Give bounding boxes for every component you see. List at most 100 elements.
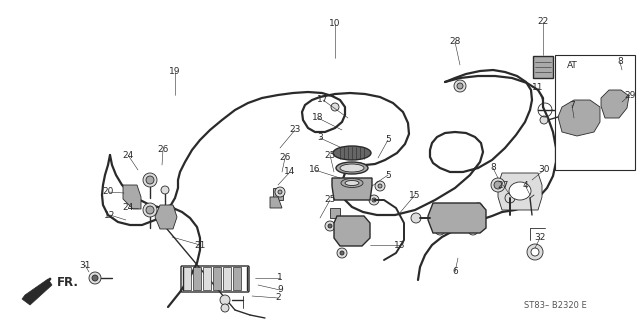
Text: ST83– B2320 E: ST83– B2320 E (524, 300, 587, 309)
Circle shape (221, 304, 229, 312)
Text: 18: 18 (312, 114, 324, 123)
Circle shape (372, 198, 376, 202)
Circle shape (325, 221, 335, 231)
Circle shape (340, 251, 344, 255)
Text: 25: 25 (324, 150, 336, 159)
FancyBboxPatch shape (555, 55, 635, 170)
Polygon shape (193, 267, 201, 290)
Text: 3: 3 (317, 133, 323, 142)
Text: 22: 22 (538, 18, 548, 27)
Text: 32: 32 (534, 234, 546, 243)
Polygon shape (123, 185, 141, 209)
Text: 2: 2 (275, 293, 281, 302)
Text: 27: 27 (497, 180, 509, 189)
Polygon shape (203, 267, 211, 290)
Polygon shape (22, 279, 52, 305)
Polygon shape (270, 197, 282, 208)
Text: 31: 31 (79, 260, 90, 269)
Text: 15: 15 (409, 190, 421, 199)
Circle shape (615, 66, 629, 80)
Ellipse shape (509, 182, 531, 200)
Text: 10: 10 (329, 20, 341, 28)
Circle shape (369, 195, 379, 205)
Text: 8: 8 (490, 164, 496, 172)
Circle shape (505, 193, 515, 203)
Circle shape (457, 83, 463, 89)
Circle shape (581, 111, 593, 123)
Text: 26: 26 (157, 146, 169, 155)
Text: 21: 21 (194, 241, 206, 250)
Text: 5: 5 (385, 171, 391, 180)
Text: 24: 24 (122, 204, 134, 212)
Text: 20: 20 (103, 188, 113, 196)
Circle shape (143, 173, 157, 187)
Circle shape (89, 272, 101, 284)
Circle shape (527, 244, 543, 260)
Text: 1: 1 (277, 274, 283, 283)
Polygon shape (223, 267, 231, 290)
Circle shape (619, 70, 625, 76)
Circle shape (375, 181, 385, 191)
Ellipse shape (340, 164, 364, 172)
Text: 7: 7 (569, 100, 575, 109)
Ellipse shape (341, 179, 363, 188)
Circle shape (378, 184, 382, 188)
Circle shape (608, 96, 622, 110)
Circle shape (454, 80, 466, 92)
Circle shape (278, 190, 282, 194)
Text: 17: 17 (317, 95, 329, 105)
Text: 28: 28 (449, 37, 461, 46)
Circle shape (331, 103, 339, 111)
Circle shape (146, 176, 154, 184)
Polygon shape (155, 205, 177, 229)
Circle shape (473, 203, 483, 213)
Circle shape (168, 208, 172, 212)
Text: 11: 11 (533, 84, 544, 92)
Circle shape (566, 111, 578, 123)
Text: FR.: FR. (57, 276, 79, 289)
Circle shape (220, 295, 230, 305)
Text: 16: 16 (309, 165, 321, 174)
Circle shape (468, 225, 478, 235)
Text: 6: 6 (452, 268, 458, 276)
Polygon shape (428, 203, 486, 233)
FancyBboxPatch shape (533, 56, 553, 78)
Ellipse shape (336, 162, 368, 174)
Circle shape (411, 213, 421, 223)
Polygon shape (332, 178, 372, 200)
Text: 4: 4 (522, 180, 528, 189)
Circle shape (146, 206, 154, 214)
Circle shape (161, 186, 169, 194)
Text: 13: 13 (394, 241, 406, 250)
Text: 5: 5 (385, 135, 391, 145)
Text: 23: 23 (289, 125, 301, 134)
Circle shape (540, 116, 548, 124)
Text: 25: 25 (324, 196, 336, 204)
Text: 29: 29 (624, 91, 636, 100)
Circle shape (165, 205, 175, 215)
Ellipse shape (345, 180, 359, 186)
Text: 9: 9 (277, 285, 283, 294)
Ellipse shape (333, 146, 371, 160)
Polygon shape (601, 90, 629, 118)
Polygon shape (273, 188, 283, 200)
Circle shape (143, 203, 157, 217)
Text: 19: 19 (169, 68, 181, 76)
Polygon shape (330, 208, 340, 218)
Polygon shape (213, 267, 221, 290)
Text: 8: 8 (617, 58, 623, 67)
Polygon shape (334, 216, 370, 246)
Circle shape (275, 187, 285, 197)
Text: 14: 14 (284, 167, 296, 177)
Circle shape (494, 181, 502, 189)
Text: 12: 12 (104, 211, 116, 220)
Polygon shape (233, 267, 241, 290)
Circle shape (337, 248, 347, 258)
Circle shape (531, 248, 539, 256)
Polygon shape (558, 100, 600, 136)
Text: 30: 30 (538, 165, 550, 174)
Text: 26: 26 (279, 154, 290, 163)
Text: 24: 24 (122, 150, 134, 159)
Circle shape (328, 224, 332, 228)
Text: AT: AT (567, 60, 577, 69)
